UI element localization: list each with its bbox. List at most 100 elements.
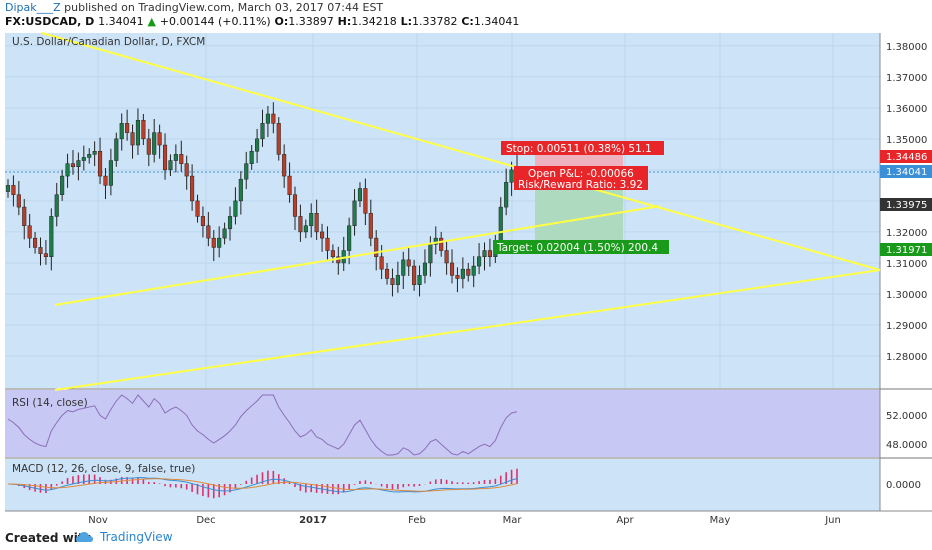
price-axis-label: 1.36000 bbox=[886, 104, 927, 115]
candle-body bbox=[152, 132, 157, 155]
macd-line bbox=[7, 476, 518, 493]
candle-body bbox=[357, 188, 363, 202]
candle-body bbox=[455, 275, 460, 279]
candle-body bbox=[162, 144, 168, 171]
upper-trendline[interactable] bbox=[41, 32, 881, 271]
candle-body bbox=[173, 154, 178, 161]
candle-body bbox=[363, 188, 368, 214]
candle-body bbox=[157, 132, 162, 146]
candle-body bbox=[16, 194, 21, 208]
candle-body bbox=[379, 256, 384, 270]
author-link[interactable]: Dipak___Z bbox=[5, 1, 61, 14]
candle-body bbox=[92, 151, 97, 155]
candle-body bbox=[249, 151, 254, 164]
price-axis-label: 1.31000 bbox=[886, 259, 927, 270]
cloud-icon bbox=[76, 532, 93, 542]
candle-body bbox=[309, 213, 314, 226]
candle-body bbox=[76, 160, 81, 168]
candle-body bbox=[108, 160, 113, 186]
candle-body bbox=[368, 213, 373, 239]
candle-body bbox=[347, 225, 352, 251]
candle-body bbox=[384, 268, 390, 279]
candle-body bbox=[141, 119, 146, 140]
candle-body bbox=[352, 200, 357, 226]
main-pane-title: U.S. Dollar/Canadian Dollar, D, FXCM bbox=[12, 36, 205, 48]
candle-body bbox=[449, 262, 455, 276]
candle-body bbox=[98, 151, 103, 177]
candle-body bbox=[487, 250, 492, 257]
candle-body bbox=[222, 228, 227, 239]
macd-axis-zero: 0.0000 bbox=[886, 480, 921, 491]
price-axis-label: 1.32000 bbox=[886, 228, 927, 239]
stop-label: Stop: 0.00511 (0.38%) 51.1 bbox=[506, 143, 652, 155]
lower-trendline[interactable] bbox=[54, 269, 881, 391]
tradingview-logo[interactable]: TradingView bbox=[76, 530, 173, 544]
time-axis-label: Dec bbox=[196, 515, 215, 526]
rsi-pane-bg bbox=[5, 390, 880, 457]
candle-body bbox=[509, 169, 514, 183]
low-value: 1.33782 bbox=[412, 15, 458, 28]
candle-body bbox=[482, 250, 487, 257]
price-axis-label: 1.38000 bbox=[886, 42, 927, 53]
open-value: 1.33897 bbox=[288, 15, 334, 28]
candle-body bbox=[60, 175, 65, 195]
candle-body bbox=[179, 154, 184, 164]
candle-body bbox=[81, 157, 86, 161]
symbol-label[interactable]: FX:USDCAD, D bbox=[5, 15, 95, 28]
footer: Created with TradingView bbox=[0, 528, 932, 550]
stop-price-tag bbox=[880, 150, 932, 163]
macd-title: MACD (12, 26, close, 9, false, true) bbox=[12, 463, 195, 475]
pnl-label-bg bbox=[514, 166, 648, 190]
candle-body bbox=[38, 247, 43, 254]
chart-area[interactable]: U.S. Dollar/Canadian Dollar, D, FXCM Sto… bbox=[0, 32, 932, 528]
candle-body bbox=[114, 138, 119, 161]
candle-body bbox=[330, 250, 335, 257]
candle-body bbox=[255, 138, 260, 152]
time-axis-label: Mar bbox=[503, 515, 523, 526]
candle-body bbox=[303, 225, 308, 233]
time-axis[interactable]: Nov Dec 2017 Feb Mar Apr May Jun bbox=[88, 515, 841, 526]
main-pane-bg bbox=[5, 33, 880, 388]
publish-info: published on TradingView.com, March 03, … bbox=[64, 1, 384, 14]
stop-label-bg bbox=[501, 141, 664, 155]
candle-body bbox=[271, 113, 276, 124]
grid bbox=[5, 33, 880, 388]
candle-body bbox=[168, 160, 173, 171]
open-label: O: bbox=[274, 15, 289, 28]
rr-label: Risk/Reward Ratio: 3.92 bbox=[518, 179, 643, 191]
price-axis-label: 1.29000 bbox=[886, 321, 927, 332]
close-label: C: bbox=[461, 15, 474, 28]
candle-body bbox=[444, 250, 449, 264]
candle-body bbox=[5, 185, 11, 192]
target-label-bg bbox=[493, 240, 669, 254]
rsi-axis-48: 48.0000 bbox=[886, 440, 927, 451]
candle-body bbox=[190, 175, 195, 202]
current-price-tag-text: 1.34041 bbox=[886, 167, 927, 178]
candle-body bbox=[135, 119, 141, 146]
candle-body bbox=[43, 253, 48, 257]
rsi-title: RSI (14, close) bbox=[12, 397, 88, 409]
candle-body bbox=[395, 275, 400, 285]
candle-body bbox=[498, 206, 503, 242]
candle-body bbox=[244, 163, 249, 180]
target-price-tag bbox=[880, 243, 932, 256]
price-axis-label: 1.28000 bbox=[886, 352, 927, 363]
middle-trendline[interactable] bbox=[54, 205, 661, 306]
candle-body bbox=[200, 216, 205, 226]
candle-body bbox=[87, 154, 92, 158]
target-label: Target: 0.02004 (1.50%) 200.4 bbox=[496, 242, 658, 254]
target-price-tag-text: 1.31971 bbox=[886, 245, 927, 256]
candle-body bbox=[130, 132, 135, 146]
publish-line: Dipak___Z published on TradingView.com, … bbox=[5, 1, 383, 14]
candle-body bbox=[298, 216, 303, 233]
candle-body bbox=[265, 113, 270, 124]
candle-body bbox=[422, 262, 427, 276]
candle-body bbox=[390, 278, 395, 285]
candle-body bbox=[325, 237, 330, 251]
price-chart[interactable]: U.S. Dollar/Canadian Dollar, D, FXCM Sto… bbox=[0, 32, 932, 528]
candle-body bbox=[320, 231, 325, 239]
high-label: H: bbox=[337, 15, 352, 28]
candle-body bbox=[412, 265, 417, 285]
tradingview-brand: TradingView bbox=[100, 530, 173, 544]
chart-header: Dipak___Z published on TradingView.com, … bbox=[0, 0, 932, 32]
